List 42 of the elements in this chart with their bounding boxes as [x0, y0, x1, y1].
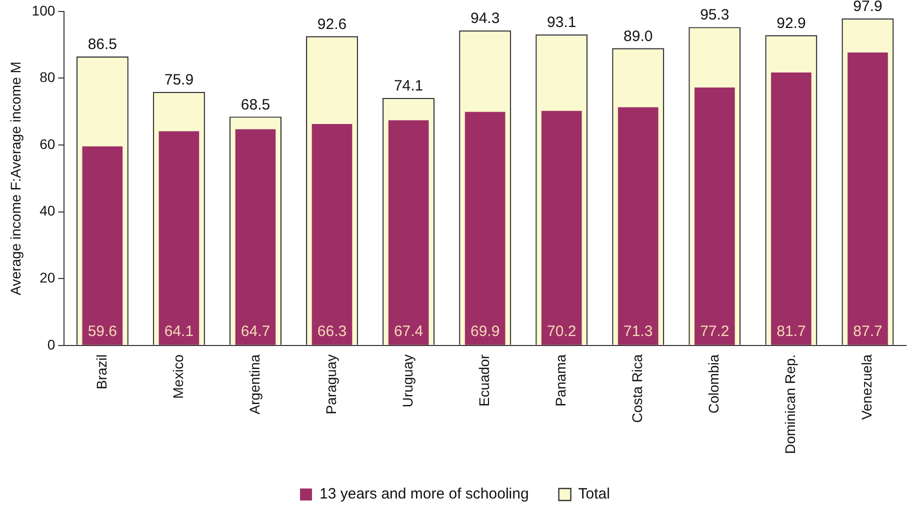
x-tick-label: Mexico [170, 354, 186, 399]
legend-label: Total [578, 486, 610, 503]
data-label: 69.9 [470, 323, 500, 340]
data-label: 94.3 [470, 10, 500, 28]
data-label: 64.7 [240, 323, 270, 340]
x-tick-label: Paraguay [322, 354, 339, 414]
data-label: 92.6 [317, 16, 347, 33]
x-tick-label: Brazil [93, 354, 110, 390]
data-label: 95.3 [700, 6, 730, 24]
y-tick-label: 80 [40, 69, 56, 86]
data-label: 75.9 [164, 72, 194, 89]
y-tick-label: 20 [40, 269, 56, 286]
x-tick-label: Uruguay [399, 354, 416, 408]
x-tick-label: Costa Rica [629, 354, 645, 423]
data-label: 74.1 [394, 78, 424, 95]
x-tick-label: Dominican Rep. [782, 354, 798, 454]
data-label: 93.1 [547, 14, 576, 32]
data-label: 67.4 [394, 323, 424, 340]
data-label: 71.3 [624, 323, 653, 340]
data-label: 97.9 [853, 0, 882, 16]
legend-label: 13 years and more of schooling [320, 486, 529, 503]
data-label: 87.7 [853, 323, 882, 340]
x-tick-label: Panama [552, 354, 568, 407]
data-label: 68.5 [240, 96, 270, 114]
data-label: 66.3 [317, 323, 347, 340]
data-label: 70.2 [547, 323, 576, 340]
y-tick-label: 0 [47, 336, 56, 352]
data-label: 92.9 [776, 14, 806, 32]
x-tick-label: Venezuela [858, 354, 875, 420]
data-label: 64.1 [164, 323, 194, 340]
data-label: 77.2 [700, 323, 730, 340]
y-tick-label: 60 [40, 136, 56, 152]
y-tick-label: 100 [32, 2, 56, 18]
x-tick-label: Colombia [706, 354, 722, 414]
x-tick-label: Ecuador [476, 354, 492, 407]
data-label: 81.7 [776, 323, 806, 340]
data-label: 89.0 [624, 28, 653, 45]
y-axis-title: Average income F:Average income M [7, 62, 24, 296]
y-tick-label: 40 [40, 202, 56, 219]
x-tick-label: Argentina [246, 354, 262, 414]
data-label: 86.5 [88, 36, 118, 54]
data-label: 59.6 [88, 323, 118, 340]
